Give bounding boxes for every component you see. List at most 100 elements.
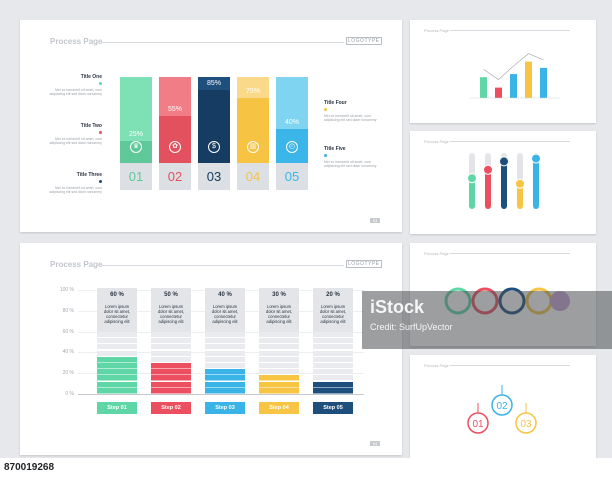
column-percent: 75% xyxy=(245,88,260,95)
step-percent: 60 % xyxy=(110,292,124,298)
title-four: Title Four xyxy=(324,100,347,106)
column-fill xyxy=(237,98,269,163)
circle-03 xyxy=(515,412,537,434)
thumb-title: Process Page xyxy=(424,139,449,144)
description-line: Lorem ipsum xyxy=(212,304,238,309)
stack-segment xyxy=(97,381,137,388)
step-stack xyxy=(151,332,191,394)
stack-segment xyxy=(313,369,353,376)
description-line: Lorem ipsum xyxy=(266,304,292,309)
stack-segment xyxy=(313,338,353,345)
stack-segment xyxy=(313,375,353,382)
step-button-1[interactable]: Step 01 xyxy=(97,402,137,414)
step-number: 02 xyxy=(167,169,183,184)
step-header: 50 % Lorem ipsum dolor sit amet, connectetu… xyxy=(151,288,191,332)
description-line: adipiscing elit xyxy=(266,319,292,324)
title-two-text: Mei ex hendrerit sit amet, cum adipiscin… xyxy=(49,137,102,145)
step-number: 03 xyxy=(206,169,222,184)
slider-knob xyxy=(499,156,509,167)
step-stack xyxy=(97,332,137,394)
axis-label: 100 % xyxy=(59,287,74,293)
column-percent: 40% xyxy=(284,119,299,126)
step-header: 60 % Lorem ipsum dolor sit amet, connectetu… xyxy=(97,288,137,332)
description-line: adipiscing elit xyxy=(212,319,238,324)
step-button-2[interactable]: Step 02 xyxy=(151,402,191,414)
slider-fill xyxy=(469,178,475,209)
step-button-3[interactable]: Step 03 xyxy=(205,402,245,414)
stack-segment xyxy=(205,338,245,345)
watermark-band xyxy=(362,291,612,349)
title-three-text: Mei ex hendrerit sit amet, cum adipiscin… xyxy=(49,186,102,194)
title-four-text: Mei ex hendrerit sit amet, cum adipiscin… xyxy=(324,114,377,122)
thumb-title: Process Page xyxy=(424,251,449,256)
title-five-text: Mei ex hendrerit sit amet, cum adipiscin… xyxy=(324,160,377,168)
title-divider xyxy=(102,265,344,266)
stack-segment xyxy=(313,363,353,369)
step-stack xyxy=(205,332,245,394)
thumb-chart-svg xyxy=(470,53,560,99)
stack-segment xyxy=(259,350,299,357)
title-divider xyxy=(102,42,344,43)
step-percent: 30 % xyxy=(272,292,286,298)
dollar-icon: $ xyxy=(208,141,220,153)
stack-segment xyxy=(259,356,299,363)
column-base xyxy=(237,163,269,190)
step-description: Lorem ipsum dolor sit amet, connectetur adi… xyxy=(151,304,191,324)
step-header: 40 % Lorem ipsum dolor sit amet, connectetu… xyxy=(205,288,245,332)
stack-segment xyxy=(313,344,353,351)
stack-segment xyxy=(259,369,299,376)
stack-segment xyxy=(97,387,137,394)
title-three: Title Three xyxy=(76,172,102,178)
title-two-dot xyxy=(99,131,102,134)
slider-knob xyxy=(515,178,525,189)
thumb-divider xyxy=(450,141,570,142)
thumb-title: Process Page xyxy=(424,363,449,368)
thumb-bar xyxy=(510,74,517,98)
slide-title: Process Page xyxy=(50,260,103,269)
step-description: Lorem ipsum dolor sit amet, connectetur adi… xyxy=(205,304,245,324)
step-button-5[interactable]: Step 05 xyxy=(313,402,353,414)
description-line: connectetur xyxy=(322,314,344,319)
column-base xyxy=(198,163,230,190)
step-number: 05 xyxy=(284,169,300,184)
title-four-dot xyxy=(324,108,327,111)
stack-segment xyxy=(151,350,191,357)
axis-label: 40 % xyxy=(62,349,74,356)
thumb-bar xyxy=(540,67,547,98)
axis-label: 80 % xyxy=(62,307,74,314)
axis-label: 60 % xyxy=(62,328,74,335)
title-one: Title One xyxy=(80,74,102,80)
description-line: dolor sit amet, xyxy=(319,309,347,314)
stack-segment xyxy=(313,350,353,357)
step-button-4[interactable]: Step 04 xyxy=(259,402,299,414)
slider-knob xyxy=(483,164,493,175)
stopwatch-icon: ◴ xyxy=(286,141,298,153)
description-line: Lorem ipsum xyxy=(158,304,184,309)
thumb-bar-chart: Process Page xyxy=(410,20,596,123)
step-description: Lorem ipsum dolor sit amet, connectetur adi… xyxy=(259,304,299,324)
stack-segment xyxy=(259,344,299,351)
thumb-sliders-svg xyxy=(467,153,541,209)
stack-segment xyxy=(151,363,191,369)
stack-segment xyxy=(205,375,245,382)
description-line: connectetur xyxy=(106,314,128,319)
stack-segment xyxy=(97,369,137,376)
stack-segment xyxy=(97,344,137,351)
circle-02-label: 02 xyxy=(496,401,508,412)
column-percent: 85% xyxy=(206,80,221,87)
description-line: connectetur xyxy=(160,314,182,319)
thumb-bar xyxy=(525,61,532,98)
stack-segment xyxy=(259,387,299,394)
slider-knob xyxy=(467,173,477,184)
page-number: 03 xyxy=(370,218,380,223)
stack-segment xyxy=(151,387,191,394)
baseline xyxy=(78,394,364,395)
description-line: dolor sit amet, xyxy=(103,309,131,314)
stack-segment xyxy=(259,338,299,345)
stack-segment xyxy=(97,332,137,338)
slide-stacked-steps: Process Page LOGOTYPE 100 % 80 % 60 % 40 % 2… xyxy=(20,243,402,455)
stack-segment xyxy=(97,363,137,369)
thumb-bar xyxy=(480,77,487,98)
title-five-dot xyxy=(324,154,327,157)
step-number: 01 xyxy=(128,169,144,184)
